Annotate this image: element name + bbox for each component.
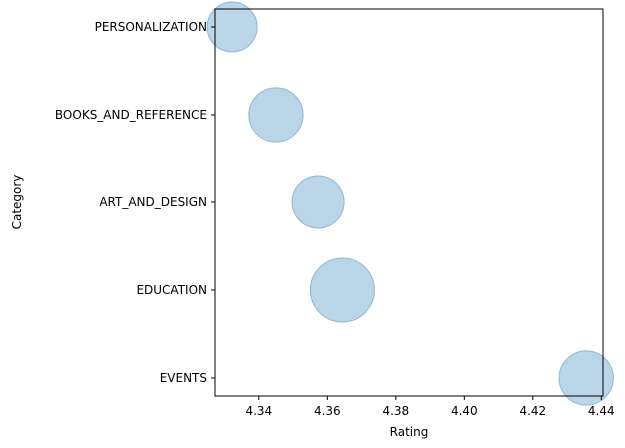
- x-tick-label: 4.40: [451, 404, 478, 418]
- x-tick-label: 4.44: [588, 404, 615, 418]
- x-tick-label: 4.36: [314, 404, 341, 418]
- x-tick-label: 4.42: [519, 404, 546, 418]
- bubble-events: [558, 350, 614, 406]
- x-tick-label: 4.38: [382, 404, 409, 418]
- plot-frame: [214, 8, 604, 397]
- bubble-art-and-design: [291, 175, 345, 229]
- x-axis-label: Rating: [390, 425, 429, 439]
- bubble-books-and-reference: [248, 87, 304, 143]
- y-tick-label-education: EDUCATION: [136, 283, 207, 297]
- x-tick-label: 4.34: [245, 404, 272, 418]
- y-axis-ticks: PERSONALIZATION BOOKS_AND_REFERENCE ART_AN…: [55, 20, 215, 385]
- plot-area: [215, 9, 603, 396]
- y-tick-label-events: EVENTS: [160, 371, 207, 385]
- y-tick-label-art-and-design: ART_AND_DESIGN: [99, 195, 207, 209]
- x-axis-ticks: 4.34 4.36 4.38 4.40 4.42 4.44: [245, 396, 615, 418]
- points-layer: [206, 1, 614, 406]
- y-axis-label: Category: [10, 175, 24, 230]
- bubble-personalization: [206, 1, 258, 53]
- bubble-education: [309, 257, 375, 323]
- y-tick-label-personalization: PERSONALIZATION: [95, 20, 207, 34]
- y-tick-label-books-and-reference: BOOKS_AND_REFERENCE: [55, 108, 207, 122]
